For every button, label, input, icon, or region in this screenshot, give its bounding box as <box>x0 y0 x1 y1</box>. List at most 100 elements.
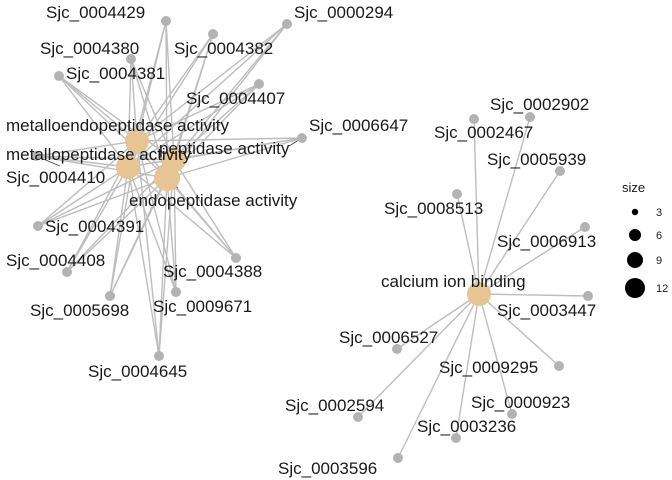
gene-label: Sjc_0003447 <box>497 301 596 320</box>
network-edge <box>127 166 160 357</box>
gene-node <box>154 351 164 361</box>
term-node <box>467 282 491 306</box>
network-labels: metalloendopeptidase activity metallopept… <box>6 3 596 478</box>
gene-node <box>451 433 461 443</box>
term-label: metalloendopeptidase activity <box>6 116 230 135</box>
network-edge <box>478 116 531 295</box>
legend-size-label: 9 <box>656 255 662 267</box>
gene-node <box>583 291 593 301</box>
gene-label: Sjc_0004410 <box>6 168 105 187</box>
term-node <box>116 155 140 179</box>
network-edge <box>109 177 168 297</box>
term-label: calcium ion binding <box>381 272 526 291</box>
network-edge <box>173 23 288 161</box>
network-edge <box>130 58 138 142</box>
gene-label: Sjc_0006913 <box>497 232 596 251</box>
network-edge <box>455 293 480 439</box>
network-edge <box>478 293 560 367</box>
gene-node <box>469 114 479 124</box>
network-edge <box>109 166 129 297</box>
network-edge <box>136 137 303 142</box>
network-edge <box>165 20 175 161</box>
network-edge <box>58 75 129 168</box>
network-edge <box>136 33 214 142</box>
network-edge <box>397 293 480 459</box>
gene-node <box>525 112 535 122</box>
term-label: peptidase activity <box>159 139 290 158</box>
gene-node <box>507 409 517 419</box>
gene-node <box>171 287 181 297</box>
gene-node <box>297 133 307 143</box>
network-edge <box>35 155 175 161</box>
gene-label: Sjc_0002902 <box>490 95 589 114</box>
gene-label: Sjc_0002594 <box>285 396 384 415</box>
gene-label: Sjc_0009295 <box>439 358 538 377</box>
network-edge <box>478 226 586 295</box>
size-legend: size 3 6 9 12 <box>622 180 668 298</box>
network-edge <box>173 137 303 161</box>
gene-label: Sjc_0004388 <box>163 262 262 281</box>
legend-size-dot <box>631 208 639 216</box>
gene-label: Sjc_0002467 <box>434 123 533 142</box>
legend-size-dot <box>625 278 645 298</box>
network-edge <box>37 140 138 227</box>
network-edge <box>37 159 175 227</box>
gene-label: Sjc_0000923 <box>471 393 570 412</box>
network-edge <box>357 293 480 418</box>
gene-node <box>105 291 115 301</box>
gene-label: Sjc_0005939 <box>487 150 586 169</box>
legend-size-label: 3 <box>656 207 662 219</box>
gene-node <box>393 453 403 463</box>
gene-node <box>54 71 64 81</box>
network-edge <box>127 166 177 293</box>
network-edge <box>478 293 589 297</box>
legend-title: size <box>622 180 645 195</box>
network-edge <box>127 23 288 168</box>
network-edge <box>66 166 129 273</box>
gene-label: Sjc_0004382 <box>174 39 273 58</box>
legend-size-dot <box>627 252 643 268</box>
network-edge <box>136 83 260 142</box>
gene-label: Sjc_0008513 <box>384 199 483 218</box>
gene-node <box>161 16 171 26</box>
gene-label: Sjc_0009671 <box>153 297 252 316</box>
network-edge <box>166 177 237 259</box>
network-edge <box>58 75 168 179</box>
network-edge <box>166 177 177 293</box>
legend-size-label: 6 <box>656 230 662 242</box>
network-edge <box>127 166 237 259</box>
gene-label: Sjc_0003596 <box>278 459 377 478</box>
legend-size-label: 12 <box>656 283 668 295</box>
network-edge <box>37 166 129 227</box>
gene-node <box>353 412 363 422</box>
network-edge <box>58 75 138 142</box>
gene-node <box>452 189 462 199</box>
gene-node <box>580 222 590 232</box>
gene-label: Sjc_0006527 <box>339 328 438 347</box>
gene-node <box>282 19 292 29</box>
term-label: endopeptidase activity <box>129 191 298 210</box>
gene-label: Sjc_0004408 <box>6 251 105 270</box>
gene-label: Sjc_0004381 <box>66 64 165 83</box>
gene-label: Sjc_0006647 <box>309 116 408 135</box>
network-edge <box>173 83 260 161</box>
network-edge <box>136 140 177 293</box>
gene-node <box>126 54 136 64</box>
gene-label: Sjc_0004407 <box>186 89 285 108</box>
network-edge <box>136 140 160 357</box>
gene-label: Sjc_0004429 <box>46 3 145 22</box>
gene-node <box>62 267 72 277</box>
gene-node <box>231 253 241 263</box>
gene-label: Sjc_0004380 <box>40 39 139 58</box>
network-edge <box>478 170 561 295</box>
gene-node <box>555 166 565 176</box>
gene-label: Sjc_0003236 <box>417 417 516 436</box>
network-edge <box>166 137 303 179</box>
network-edge <box>58 75 175 161</box>
network-edge <box>158 177 168 357</box>
term-node <box>154 165 180 191</box>
gene-node <box>33 221 43 231</box>
gene-label: Sjc_0004645 <box>88 362 187 381</box>
term-label: metallopeptidase activity <box>6 145 192 164</box>
